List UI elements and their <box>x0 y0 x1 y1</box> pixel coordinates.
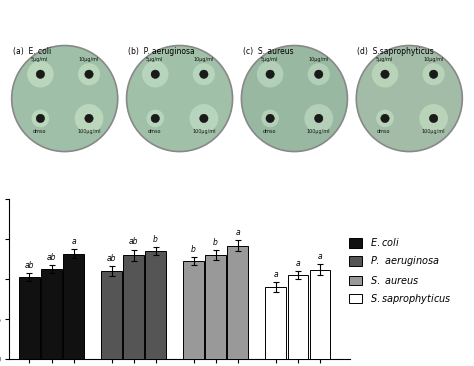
Bar <box>228 246 248 359</box>
Circle shape <box>193 63 215 85</box>
Circle shape <box>241 45 347 152</box>
Text: dmso: dmso <box>147 129 161 134</box>
Text: a: a <box>317 252 322 261</box>
Legend: $\it{E.coli}$, $\it{P.\ aeruginosa}$, $\it{S.\ aureus}$, $\it{S.saprophyticus}$: $\it{E.coli}$, $\it{P.\ aeruginosa}$, $\… <box>348 235 453 307</box>
Text: b: b <box>213 238 218 247</box>
Circle shape <box>419 104 448 133</box>
Bar <box>288 275 308 359</box>
Text: 10μg/ml: 10μg/ml <box>309 57 329 62</box>
Text: 10μg/ml: 10μg/ml <box>194 57 214 62</box>
Circle shape <box>142 61 169 87</box>
Circle shape <box>200 114 208 123</box>
Circle shape <box>74 104 103 133</box>
Text: a: a <box>295 259 300 268</box>
Text: ab: ab <box>25 261 34 269</box>
Text: (b)  P. aeruginosa: (b) P. aeruginosa <box>128 46 194 56</box>
Circle shape <box>78 63 100 85</box>
Circle shape <box>257 61 283 87</box>
Text: 100μg/ml: 100μg/ml <box>77 129 101 134</box>
Circle shape <box>190 104 218 133</box>
Circle shape <box>381 70 389 78</box>
Bar <box>64 254 83 359</box>
Circle shape <box>200 70 208 78</box>
Circle shape <box>356 45 462 152</box>
Text: (c)  S. aureus: (c) S. aureus <box>243 46 293 56</box>
Text: dmso: dmso <box>377 129 391 134</box>
Text: (a)  E. coli: (a) E. coli <box>13 46 51 56</box>
Text: 5μg/ml: 5μg/ml <box>375 57 392 62</box>
Text: 10μg/ml: 10μg/ml <box>79 57 99 62</box>
Bar <box>19 277 40 359</box>
Circle shape <box>127 45 233 152</box>
Text: ab: ab <box>107 254 116 263</box>
Circle shape <box>315 114 323 123</box>
Circle shape <box>422 63 445 85</box>
Circle shape <box>266 114 274 123</box>
Circle shape <box>85 114 93 123</box>
Text: a: a <box>235 228 240 237</box>
Text: (d)  S.saprophyticus: (d) S.saprophyticus <box>357 46 434 56</box>
Circle shape <box>32 109 49 127</box>
Circle shape <box>151 114 159 123</box>
Text: 5μg/ml: 5μg/ml <box>31 57 48 62</box>
Circle shape <box>308 63 330 85</box>
Bar <box>146 251 166 359</box>
Text: ab: ab <box>129 238 138 246</box>
Circle shape <box>315 70 323 78</box>
Circle shape <box>372 61 398 87</box>
Text: 100μg/ml: 100μg/ml <box>422 129 446 134</box>
Circle shape <box>27 61 54 87</box>
Bar <box>123 255 144 359</box>
Text: b: b <box>153 235 158 244</box>
Text: 100μg/ml: 100μg/ml <box>192 129 216 134</box>
Circle shape <box>85 70 93 78</box>
Text: b: b <box>191 244 196 254</box>
Text: a: a <box>71 237 76 246</box>
Bar <box>41 269 62 359</box>
Bar <box>205 255 226 359</box>
Text: dmso: dmso <box>262 129 276 134</box>
Bar <box>265 287 286 359</box>
Circle shape <box>304 104 333 133</box>
Circle shape <box>36 114 45 123</box>
Text: ab: ab <box>47 253 56 262</box>
Bar <box>101 271 122 359</box>
Text: 5μg/ml: 5μg/ml <box>146 57 163 62</box>
Bar <box>310 269 330 359</box>
Circle shape <box>376 109 394 127</box>
Circle shape <box>266 70 274 78</box>
Text: dmso: dmso <box>33 129 46 134</box>
Text: a: a <box>273 270 278 279</box>
Circle shape <box>429 70 438 78</box>
Circle shape <box>151 70 159 78</box>
Circle shape <box>12 45 118 152</box>
Text: 100μg/ml: 100μg/ml <box>307 129 330 134</box>
Circle shape <box>261 109 279 127</box>
Circle shape <box>381 114 389 123</box>
Circle shape <box>146 109 164 127</box>
Text: 10μg/ml: 10μg/ml <box>423 57 444 62</box>
Bar <box>183 261 204 359</box>
Circle shape <box>429 114 438 123</box>
Circle shape <box>36 70 45 78</box>
Text: 5μg/ml: 5μg/ml <box>260 57 278 62</box>
